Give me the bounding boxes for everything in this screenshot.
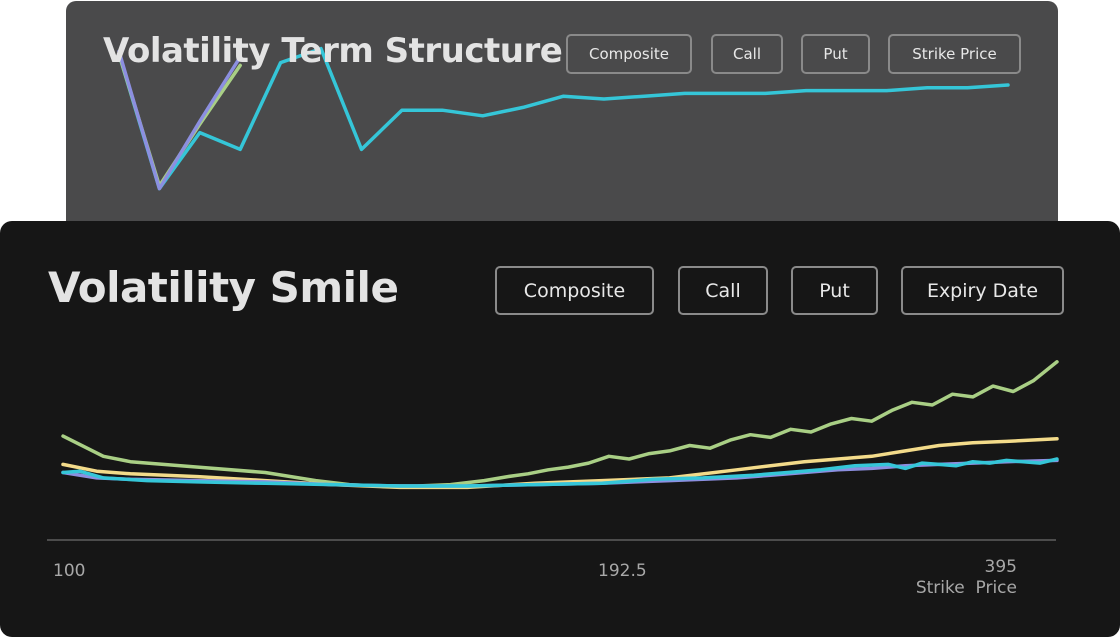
term-structure-title: Volatility Term Structure (103, 31, 563, 71)
smile-series-cyan (61, 457, 1059, 488)
x-tick-label: 395 (985, 557, 1017, 577)
volatility-smile-panel: 100 192.5 395 Strike Price Volatility Sm… (0, 221, 1120, 637)
x-axis-label: Strike Price (916, 578, 1017, 598)
term-call-button[interactable]: Call (711, 34, 783, 74)
smile-composite-button[interactable]: Composite (495, 266, 654, 315)
term-series-cyan (117, 46, 1010, 191)
term-structure-chart (117, 46, 1010, 191)
term-series-purple (117, 49, 242, 191)
x-tick-label: 100 (53, 561, 85, 581)
smile-call-button[interactable]: Call (678, 266, 768, 315)
term-composite-button[interactable]: Composite (566, 34, 692, 74)
volatility-term-structure-panel: Volatility Term Structure Composite Call… (66, 1, 1058, 251)
term-put-button[interactable]: Put (801, 34, 870, 74)
x-tick-label: 192.5 (598, 561, 647, 581)
smile-title: Volatility Smile (48, 263, 399, 312)
term-strike-price-button[interactable]: Strike Price (888, 34, 1021, 74)
smile-chart: 100 192.5 395 Strike Price (47, 360, 1059, 598)
smile-expiry-date-button[interactable]: Expiry Date (901, 266, 1064, 315)
smile-series-yellow (61, 437, 1059, 490)
smile-put-button[interactable]: Put (791, 266, 878, 315)
